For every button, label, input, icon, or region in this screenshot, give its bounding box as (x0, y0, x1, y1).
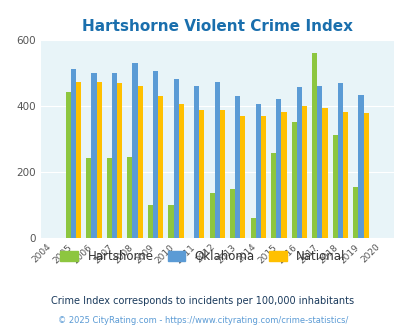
Bar (230, 189, 234, 238)
Bar (240, 116, 245, 238)
Bar (301, 106, 306, 238)
Bar (250, 218, 255, 238)
Bar (86, 158, 91, 238)
Bar (337, 82, 342, 238)
Bar (291, 122, 296, 238)
Bar (332, 135, 337, 238)
Bar (317, 86, 322, 238)
Bar (117, 83, 122, 238)
Bar (91, 73, 96, 238)
Bar (147, 205, 153, 238)
Bar (281, 112, 286, 238)
Bar (275, 99, 281, 238)
Bar (362, 113, 368, 238)
Bar (260, 115, 265, 238)
Bar (66, 92, 71, 238)
Bar (234, 96, 240, 238)
Bar (76, 82, 81, 238)
Bar (168, 205, 173, 238)
Bar (107, 158, 112, 238)
Bar (173, 79, 178, 238)
Bar (153, 71, 158, 238)
Bar (322, 108, 327, 238)
Bar (255, 104, 260, 238)
Bar (132, 63, 137, 238)
Bar (311, 53, 317, 238)
Bar (96, 82, 101, 238)
Bar (342, 112, 347, 238)
Title: Hartshorne Violent Crime Index: Hartshorne Violent Crime Index (81, 19, 352, 34)
Bar (214, 82, 219, 238)
Bar (71, 69, 76, 238)
Bar (358, 95, 362, 238)
Bar (296, 87, 301, 238)
Bar (158, 96, 163, 238)
Bar (127, 157, 132, 238)
Bar (352, 187, 358, 238)
Bar (271, 153, 275, 238)
Bar (178, 104, 183, 238)
Legend: Hartshorne, Oklahoma, National: Hartshorne, Oklahoma, National (55, 246, 350, 268)
Bar (209, 193, 214, 238)
Bar (199, 110, 204, 238)
Text: © 2025 CityRating.com - https://www.cityrating.com/crime-statistics/: © 2025 CityRating.com - https://www.city… (58, 316, 347, 325)
Text: Crime Index corresponds to incidents per 100,000 inhabitants: Crime Index corresponds to incidents per… (51, 296, 354, 306)
Bar (137, 86, 143, 238)
Bar (112, 73, 117, 238)
Bar (219, 110, 224, 238)
Bar (194, 86, 199, 238)
